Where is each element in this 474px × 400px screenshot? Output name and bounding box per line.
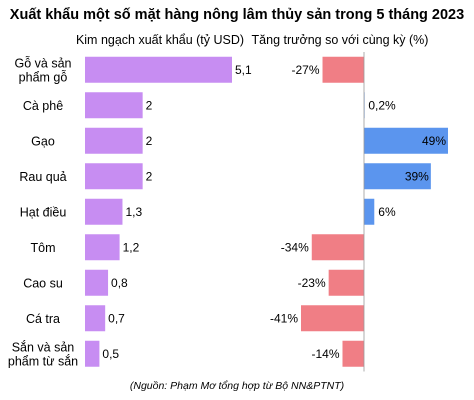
- category-label: Hạt điều: [20, 205, 67, 219]
- growth-bar: [301, 305, 364, 332]
- export-value-bars: 5,1 2 2 2 1,3 1,2 0,8 0,7 0,5: [85, 56, 252, 367]
- category-label: Cá tra: [26, 312, 60, 326]
- growth-value-label: 39%: [405, 169, 429, 183]
- growth-value-label: -41%: [270, 311, 298, 325]
- export-value-bar: [85, 269, 109, 296]
- category-label: Rau quả: [19, 170, 66, 184]
- export-value-label: 2: [146, 134, 153, 148]
- export-value-bar: [85, 163, 143, 190]
- right-panel-subtitle: Tăng trưởng so với cùng kỳ (%): [252, 33, 429, 47]
- export-value-bar: [85, 234, 120, 261]
- chart-title: Xuất khẩu một số mặt hàng nông lâm thủy …: [10, 7, 464, 23]
- category-label: Tôm: [31, 241, 56, 255]
- category-label: Gạo: [31, 134, 55, 148]
- source-note: (Nguồn: Phạm Mơ tổng hợp từ Bộ NN&PTNT): [130, 380, 344, 392]
- category-label: Cao su: [23, 276, 63, 290]
- export-value-label: 2: [146, 98, 153, 112]
- growth-value-label: -27%: [291, 63, 319, 77]
- growth-bars: -27% 0,2% 49% 39% 6% -34% -23% -41% -14%: [270, 52, 448, 372]
- growth-bar: [364, 163, 431, 190]
- category-labels: Gỗ và sản phẩm gỗ Cà phê Gạo Rau quả Hạt điều…: [8, 55, 78, 368]
- export-value-label: 2: [146, 169, 153, 183]
- growth-bar: [322, 56, 364, 83]
- export-value-label: 0,5: [102, 347, 119, 361]
- export-value-bar: [85, 92, 143, 119]
- growth-value-label: 0,2%: [368, 98, 396, 112]
- export-value-label: 1,2: [123, 240, 140, 254]
- growth-bar: [311, 234, 364, 261]
- export-value-bar: [85, 127, 143, 154]
- export-value-bar: [85, 56, 232, 83]
- growth-bar: [342, 340, 364, 367]
- growth-bar: [364, 198, 375, 225]
- category-label: Sắn và sản phẩm từ sắn: [8, 339, 78, 368]
- growth-value-label: -14%: [311, 347, 339, 361]
- growth-bar: [364, 127, 448, 154]
- growth-value-label: -34%: [281, 240, 309, 254]
- category-label: Cà phê: [23, 99, 63, 113]
- left-panel-subtitle: Kim ngạch xuất khẩu (tỷ USD): [76, 33, 244, 47]
- growth-bar: [328, 269, 364, 296]
- export-value-label: 0,8: [111, 276, 128, 290]
- export-value-label: 0,7: [108, 311, 125, 325]
- export-value-bar: [85, 305, 106, 332]
- growth-value-label: 6%: [378, 205, 396, 219]
- category-label: Gỗ và sản phẩm gỗ: [15, 55, 72, 84]
- growth-value-label: -23%: [298, 276, 326, 290]
- growth-value-label: 49%: [422, 134, 446, 148]
- export-value-bar: [85, 198, 123, 225]
- export-value-bar: [85, 340, 100, 367]
- export-value-label: 1,3: [125, 205, 142, 219]
- export-value-label: 5,1: [235, 63, 252, 77]
